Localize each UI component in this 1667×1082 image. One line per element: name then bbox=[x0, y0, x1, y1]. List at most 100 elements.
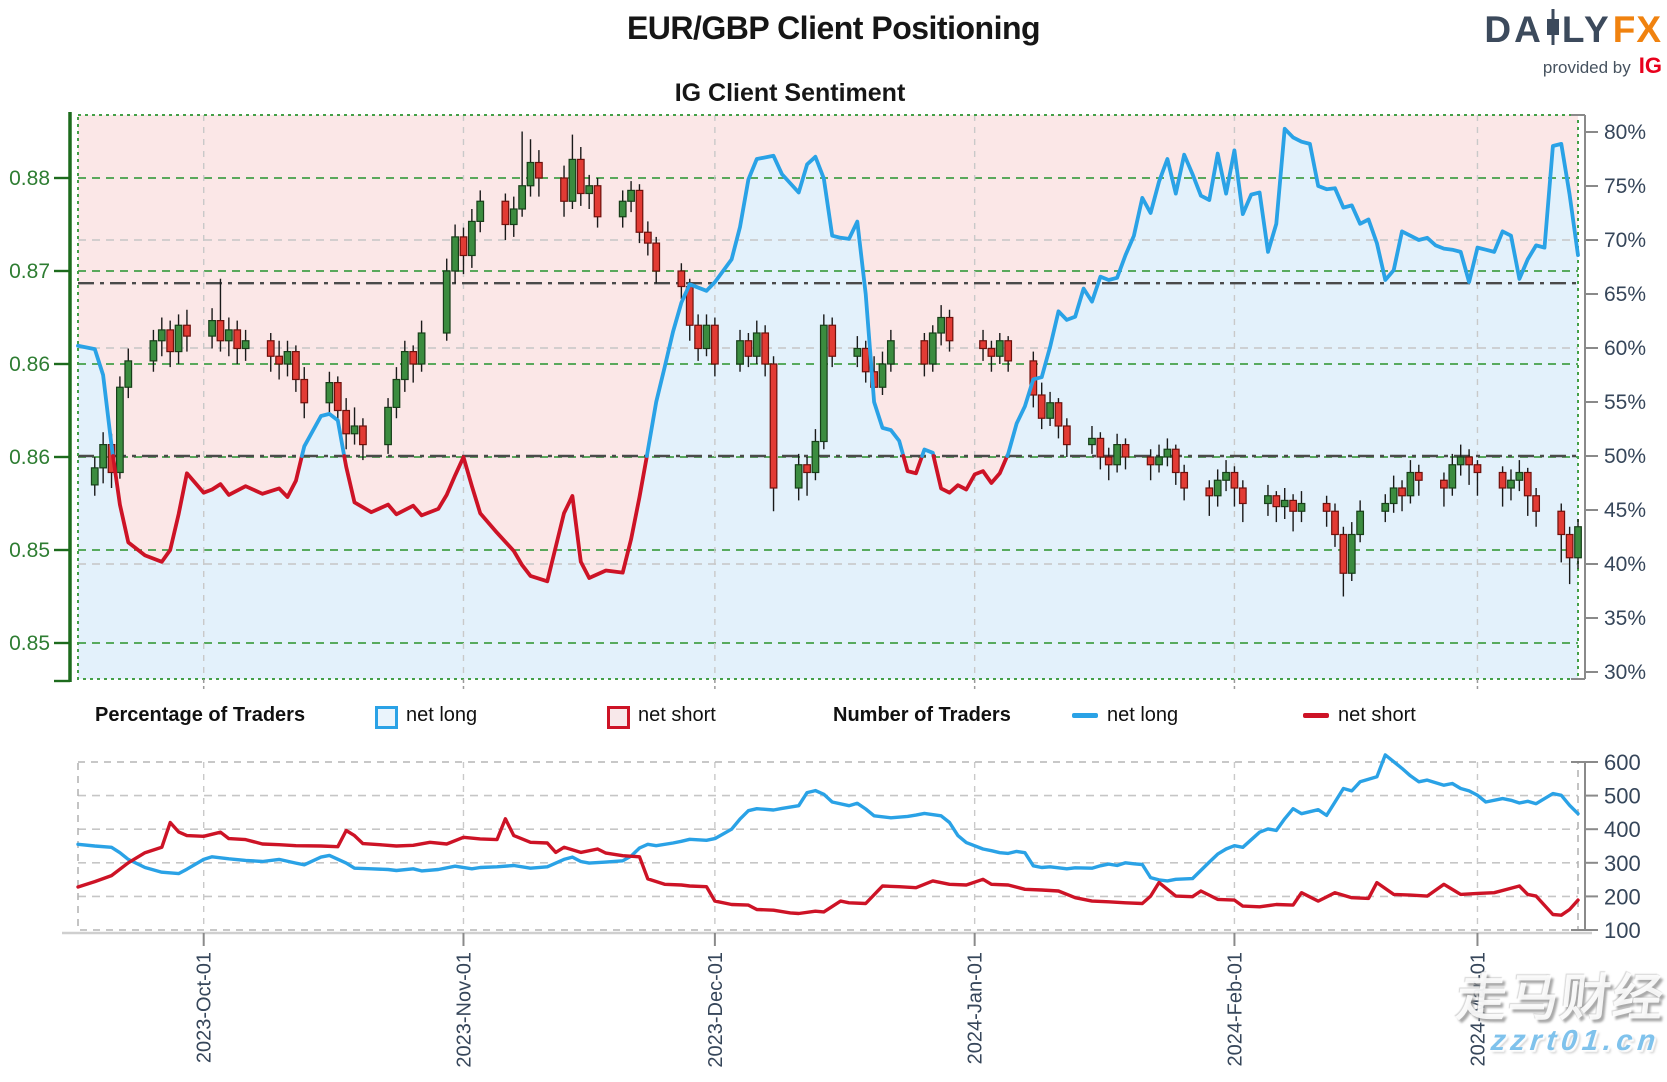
sentiment-line-net-long bbox=[645, 153, 906, 458]
count-axis-label: 300 bbox=[1604, 851, 1641, 876]
candle-bearish bbox=[359, 425, 367, 446]
legend-label-pct-net-short: net short bbox=[638, 704, 716, 726]
candle-bullish bbox=[1389, 487, 1398, 505]
sentiment-line-net-short bbox=[931, 454, 1010, 495]
candle-bearish bbox=[861, 347, 870, 373]
logo-candlestick-icon bbox=[1545, 8, 1561, 51]
candle-bullish bbox=[157, 329, 166, 342]
sentiment-line-net-long bbox=[76, 343, 115, 458]
candle-bullish bbox=[241, 340, 250, 350]
candle-bearish bbox=[183, 324, 191, 337]
watermark: 走马财经 zzrt01.cn bbox=[1358, 970, 1667, 1058]
candle-bearish bbox=[1339, 533, 1348, 574]
candle-bullish bbox=[702, 324, 711, 350]
candle-bullish bbox=[1222, 471, 1230, 481]
candle-bullish bbox=[853, 347, 862, 357]
candle-bullish bbox=[618, 200, 627, 218]
candle-bearish bbox=[1473, 464, 1482, 474]
legend-line-num-net-short bbox=[1303, 713, 1329, 718]
pct-axis-label: 35% bbox=[1604, 607, 1646, 630]
candle-bullish bbox=[928, 332, 937, 365]
candle-bearish bbox=[652, 242, 661, 272]
candle-bearish bbox=[233, 329, 242, 350]
candle-bullish bbox=[886, 340, 895, 365]
candle-bullish bbox=[1406, 471, 1415, 497]
candle-bearish bbox=[761, 332, 770, 365]
pct-axis-label: 40% bbox=[1604, 553, 1646, 576]
candle-bullish bbox=[736, 340, 744, 365]
candle-bearish bbox=[1230, 471, 1239, 489]
pct-axis-label: 60% bbox=[1604, 337, 1646, 360]
candle-bearish bbox=[1331, 510, 1339, 536]
candle-bullish bbox=[1280, 499, 1289, 508]
candle-bullish bbox=[392, 378, 401, 408]
candle-bearish bbox=[166, 329, 175, 353]
watermark-url-text: zzrt01.cn bbox=[1489, 1025, 1662, 1057]
candle-bearish bbox=[1146, 456, 1155, 466]
candle-bearish bbox=[744, 340, 753, 357]
price-axis-label: 0.86 bbox=[9, 446, 50, 469]
legend-label-pct-net-long: net long bbox=[406, 704, 478, 726]
price-axis-label: 0.85 bbox=[9, 539, 50, 562]
candle-bearish bbox=[534, 161, 543, 179]
candle-bullish bbox=[1456, 456, 1465, 466]
candle-bearish bbox=[266, 340, 275, 357]
legend-label-num-net-long: net long bbox=[1107, 704, 1179, 726]
candle-bearish bbox=[576, 158, 585, 195]
candle-bullish bbox=[325, 382, 334, 404]
candle-bearish bbox=[409, 351, 418, 365]
price-axis-label: 0.87 bbox=[9, 260, 50, 283]
x-axis-label: 2023-Dec-01 bbox=[705, 952, 727, 1068]
candle-bearish bbox=[342, 409, 351, 435]
candle-bearish bbox=[459, 236, 468, 257]
candle-bullish bbox=[1046, 402, 1054, 419]
candle-bullish bbox=[509, 208, 518, 226]
candle-bullish bbox=[1356, 510, 1365, 536]
ig-brand: IG bbox=[1638, 53, 1662, 78]
candle-bullish bbox=[568, 158, 577, 202]
candle-bullish bbox=[1113, 444, 1122, 466]
count-axis-label: 500 bbox=[1604, 784, 1641, 809]
legend-title-number: Number of Traders bbox=[833, 704, 1011, 726]
candle-bullish bbox=[526, 161, 535, 187]
pct-axis-label: 30% bbox=[1604, 661, 1646, 684]
candle-bearish bbox=[1205, 487, 1214, 497]
plot-border-upper bbox=[77, 114, 1579, 680]
candle-bearish bbox=[1289, 499, 1298, 512]
pct-axis-label: 70% bbox=[1604, 229, 1646, 252]
candle-bearish bbox=[1498, 471, 1507, 489]
fill-net-long-region bbox=[78, 128, 1578, 680]
pct-axis-label: 75% bbox=[1604, 175, 1646, 198]
candle-bearish bbox=[803, 464, 811, 474]
candle-bullish bbox=[878, 363, 887, 388]
legend-swatch-pct-net-long bbox=[375, 706, 398, 729]
pct-axis-label: 45% bbox=[1604, 499, 1646, 522]
logo-text-da: DA bbox=[1484, 8, 1544, 50]
candle-bearish bbox=[945, 316, 954, 342]
candle-bearish bbox=[593, 185, 602, 218]
candle-bearish bbox=[1557, 510, 1566, 536]
candle-bullish bbox=[627, 189, 635, 202]
candle-bearish bbox=[291, 351, 300, 381]
candle-bullish bbox=[585, 185, 594, 195]
watermark-cn-text: 走马财经 bbox=[1453, 970, 1667, 1026]
dailyfx-logo: DA LY FX provided by IG bbox=[1380, 8, 1662, 79]
page-title: EUR/GBP Client Positioning bbox=[626, 10, 1041, 46]
candle-bearish bbox=[333, 382, 342, 412]
candle-bullish bbox=[115, 386, 124, 474]
candle-bearish bbox=[1180, 471, 1189, 489]
candle-bullish bbox=[794, 464, 803, 489]
price-axis-label: 0.88 bbox=[9, 167, 50, 190]
candle-bullish bbox=[400, 351, 409, 381]
candle-bearish bbox=[1440, 479, 1448, 489]
candle-bearish bbox=[300, 378, 309, 404]
candle-bearish bbox=[216, 320, 225, 342]
candle-bearish bbox=[560, 177, 568, 202]
candle-bearish bbox=[1054, 402, 1063, 427]
candle-bullish bbox=[1507, 479, 1515, 489]
candle-bullish bbox=[442, 270, 451, 334]
count-axis-label: 400 bbox=[1604, 817, 1641, 842]
candle-bullish bbox=[819, 324, 828, 443]
candle-bullish bbox=[518, 185, 527, 210]
